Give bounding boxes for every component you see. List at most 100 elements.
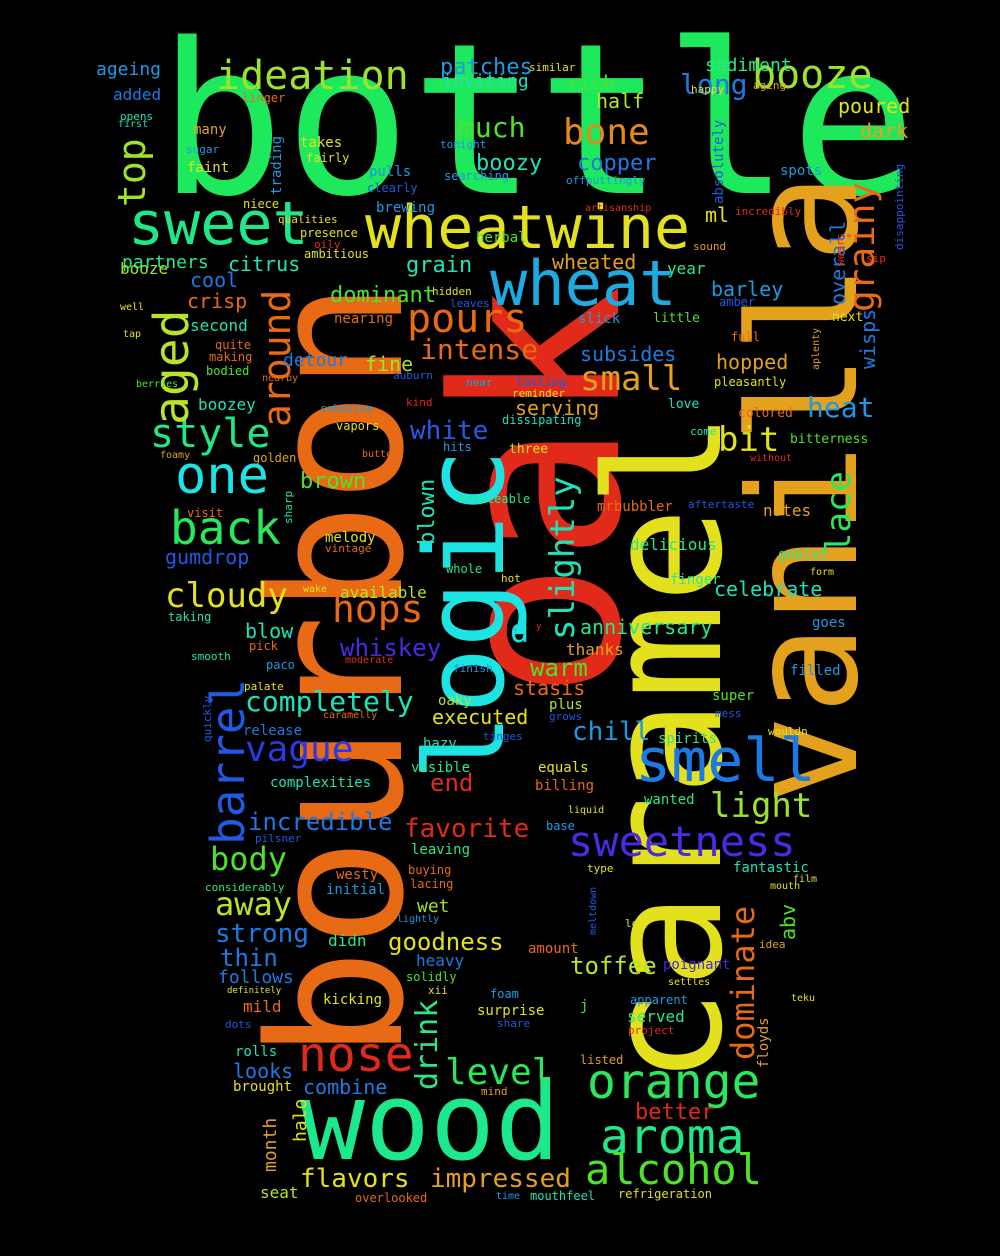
cloud-word: sweet <box>128 189 309 259</box>
cloud-word: colored <box>738 406 793 421</box>
cloud-word: listed <box>580 1053 624 1067</box>
cloud-word: buying <box>408 863 452 877</box>
cloud-word: notes <box>763 501 812 520</box>
cloud-word: qualities <box>278 213 338 226</box>
cloud-word: disappointing <box>893 163 906 250</box>
cloud-word: inviting <box>442 71 529 92</box>
cloud-word: caramelly <box>323 710 378 721</box>
cloud-word: light <box>710 786 813 826</box>
cloud-word: equals <box>538 760 589 776</box>
cloud-word: herbal <box>476 230 527 246</box>
cloud-word: warm <box>530 654 588 682</box>
cloud-word: presence <box>300 226 358 240</box>
cloud-word: alcohol <box>585 1145 763 1194</box>
cloud-word: xii <box>428 984 448 997</box>
cloud-word: hot <box>501 572 521 585</box>
cloud-word: searching <box>444 169 510 183</box>
cloud-word: orange <box>587 1054 761 1110</box>
cloud-word: bottle <box>158 0 917 243</box>
cloud-word: foamy <box>160 450 191 461</box>
cloud-word: hits <box>443 440 472 454</box>
cloud-word: offputtingly <box>566 174 646 187</box>
cloud-word: pick <box>249 639 278 653</box>
cloud-word: seat <box>260 1183 299 1202</box>
cloud-word: grows <box>549 710 583 723</box>
cloud-word: available <box>340 583 427 602</box>
cloud-word: poured <box>838 94 911 118</box>
cloud-word: niece <box>243 197 280 211</box>
cloud-word: buttery <box>362 449 405 460</box>
cloud-word: favorite <box>404 814 530 844</box>
cloud-word: end <box>430 769 474 797</box>
cloud-word: sweetness <box>568 817 796 866</box>
cloud-word: clearly <box>367 181 418 195</box>
cloud-word: artisanship <box>585 203 652 214</box>
cloud-word: reminder <box>512 387 565 400</box>
cloud-word: melody <box>325 530 376 546</box>
cloud-word: bone <box>563 112 650 153</box>
cloud-word: follows <box>218 967 294 988</box>
cloud-word: aged <box>144 309 200 425</box>
cloud-word: full <box>731 330 760 344</box>
cloud-word: back <box>170 501 281 555</box>
cloud-word: serving <box>515 396 600 420</box>
cloud-word: thanks <box>566 640 624 659</box>
cloud-word: drink <box>410 999 445 1090</box>
cloud-word: away <box>215 885 293 923</box>
cloud-word: flavors <box>300 1164 410 1194</box>
cloud-word: grainy <box>842 181 883 312</box>
cloud-word: booze <box>120 259 169 278</box>
cloud-word: barley <box>711 277 784 301</box>
cloud-word: sediment <box>705 55 792 76</box>
cloud-word: fairly <box>306 151 350 165</box>
cloud-word: anniversary <box>580 615 713 639</box>
cloud-word: crisp <box>187 289 248 313</box>
cloud-word: leaves <box>450 297 490 310</box>
cloud-word: plus <box>549 697 583 713</box>
cloud-word: month <box>260 1117 281 1172</box>
cloud-word: cloudy <box>165 576 288 616</box>
cloud-word: smooth <box>191 650 231 663</box>
cloud-word: wood <box>300 1060 561 1185</box>
cloud-word: hops <box>332 587 424 631</box>
cloud-word: brown <box>300 469 367 494</box>
cloud-word: oaky <box>438 693 472 709</box>
cloud-word: lace <box>819 471 859 553</box>
cloud-word: vapors <box>336 419 380 433</box>
cloud-word: rolls <box>235 1044 278 1060</box>
cloud-word: type <box>587 862 614 875</box>
cloud-word: grain <box>406 253 473 278</box>
cloud-word: much <box>458 111 526 144</box>
cloud-word: visit <box>187 506 224 520</box>
cloud-word: incredible <box>248 808 393 836</box>
cloud-word: lot <box>625 917 645 930</box>
cloud-word: base <box>546 819 575 833</box>
cloud-word: mrbubbler <box>597 499 673 515</box>
cloud-word: vague <box>245 729 354 770</box>
cloud-word: gumdrop <box>165 545 250 569</box>
cloud-word: well <box>120 302 145 313</box>
cloud-word: ml <box>705 203 730 227</box>
cloud-word: quickly <box>201 695 214 742</box>
cloud-word: blow <box>245 619 294 643</box>
cloud-word: ideation <box>216 53 409 99</box>
cloud-word: looks <box>233 1059 294 1083</box>
cloud-word: oily <box>314 238 341 251</box>
cloud-word: served <box>627 1007 685 1026</box>
cloud-word: settles <box>668 977 711 988</box>
cloud-word: kind <box>406 396 433 409</box>
cloud-word: without <box>750 453 793 464</box>
cloud-word: hazy <box>423 736 457 752</box>
cloud-word: stasis <box>513 676 586 700</box>
cloud-word: nearing <box>334 311 394 327</box>
cloud-word: partners <box>122 252 209 273</box>
cloud-word: citrus <box>228 252 301 276</box>
cloud-word: dots <box>225 1018 252 1031</box>
cloud-word: d <box>510 612 530 650</box>
cloud-word: wet <box>417 896 450 917</box>
cloud-word: incredibly <box>735 205 802 218</box>
cloud-word: wears <box>834 232 847 266</box>
cloud-word: fine <box>365 352 414 376</box>
cloud-word: level <box>445 1052 554 1093</box>
